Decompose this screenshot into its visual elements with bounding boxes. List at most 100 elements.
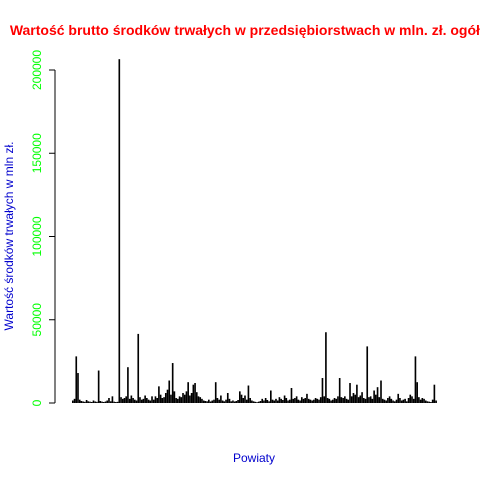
bar — [104, 401, 107, 403]
bar — [376, 387, 379, 403]
bar — [142, 398, 145, 403]
bar — [275, 398, 277, 403]
bar — [375, 394, 377, 403]
bar — [139, 397, 141, 403]
bar — [404, 398, 406, 403]
bar — [116, 401, 119, 403]
bar — [183, 394, 186, 403]
bar — [402, 399, 405, 403]
bar — [399, 398, 401, 403]
bar — [106, 400, 109, 403]
bar — [111, 396, 114, 403]
bar — [161, 398, 164, 403]
bar — [189, 395, 191, 403]
bar — [378, 397, 381, 403]
bar — [187, 382, 189, 403]
bar — [242, 398, 245, 403]
bar — [99, 401, 102, 403]
bar — [369, 396, 372, 403]
bar — [412, 398, 415, 403]
bar — [247, 385, 250, 403]
bar — [380, 380, 382, 403]
bar — [201, 398, 203, 403]
bar — [156, 398, 158, 403]
bar — [128, 398, 131, 403]
bar — [85, 400, 88, 403]
bar — [335, 398, 338, 403]
bar — [340, 397, 343, 403]
bar — [338, 378, 341, 403]
bar — [113, 401, 115, 403]
bar — [237, 400, 239, 403]
bar — [349, 383, 351, 403]
bar — [266, 400, 269, 403]
bar — [426, 401, 429, 403]
bar — [337, 396, 339, 403]
bar — [431, 399, 434, 403]
bar — [254, 401, 257, 403]
bar — [331, 399, 334, 403]
bar — [223, 401, 226, 403]
bar — [92, 400, 95, 403]
bar — [82, 401, 84, 403]
bar — [199, 397, 202, 403]
bar — [388, 396, 391, 403]
bar — [381, 398, 384, 403]
bar — [239, 391, 241, 403]
bar — [192, 384, 195, 403]
bar — [182, 393, 184, 403]
bar — [120, 397, 122, 403]
bar — [314, 398, 317, 403]
y-tick-label: 0 — [30, 399, 44, 406]
bar — [326, 398, 329, 403]
bar — [428, 401, 431, 403]
bar — [256, 402, 258, 403]
bar — [213, 399, 215, 403]
bar — [177, 398, 179, 403]
bar — [366, 346, 369, 403]
bar — [175, 398, 177, 403]
bar — [306, 393, 308, 403]
bar — [342, 398, 344, 403]
bar — [133, 399, 136, 403]
bar — [178, 396, 181, 403]
bar — [140, 399, 143, 403]
bar — [416, 382, 418, 403]
bar — [319, 397, 322, 403]
bar — [328, 398, 331, 403]
bar — [333, 398, 336, 403]
bar — [233, 401, 236, 403]
bar — [257, 401, 260, 403]
bar — [290, 388, 293, 403]
bar — [202, 400, 205, 403]
bar — [146, 398, 148, 403]
bar — [406, 401, 408, 403]
bar — [166, 389, 169, 403]
bar — [232, 400, 234, 403]
bar — [361, 392, 363, 403]
bar — [221, 400, 224, 403]
bar — [352, 393, 355, 403]
bar — [364, 398, 367, 403]
bar — [121, 398, 124, 403]
bar — [288, 399, 291, 403]
chart-title: Wartość brutto środków trwałych w przeds… — [10, 22, 480, 38]
bar — [264, 398, 267, 403]
bar — [278, 397, 281, 403]
bar — [137, 333, 140, 403]
bar — [170, 394, 172, 403]
bar — [407, 398, 410, 403]
bar — [226, 393, 229, 403]
bar — [235, 401, 238, 403]
bar — [302, 398, 305, 403]
bar — [180, 397, 183, 403]
bar — [299, 400, 301, 403]
bar — [283, 395, 286, 403]
bar — [304, 398, 307, 403]
bar — [158, 386, 160, 403]
bar — [240, 394, 243, 403]
bar — [350, 396, 353, 403]
bar — [190, 393, 193, 403]
bar — [159, 394, 162, 403]
